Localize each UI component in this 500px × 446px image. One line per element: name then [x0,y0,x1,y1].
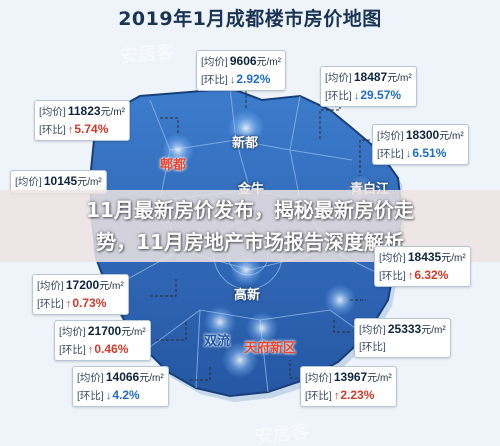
price-card: [均价] 17200元/m² [环比] ↑0.73% [32,274,129,315]
headline-line-2: 势，11月房地产市场报告深度解析 [96,230,404,254]
price-card: [均价] 18435元/m² [环比] ↑6.32% [374,246,471,287]
map-title: 2019年1月成都楼市房价地图 [118,8,382,30]
district-pixian: 郫都 [160,158,187,173]
price-card: [均价] 21700元/m² [环比] ↑0.46% [54,320,151,361]
price-card: [均价] 13967元/m² [环比] ↑2.23% [300,366,397,407]
price-card: [均价] 25333元/m² [环比] [354,318,451,358]
watermark: 安居客 [254,421,311,446]
price-card: [均价] 11823元/m² [环比] ↑5.74% [34,100,131,141]
price-card: [均价] 9606元/m² [环比] ↓2.92% [196,50,286,91]
price-card: [均价] 18487元/m² [环比] ↓29.57% [320,66,417,107]
price-card: [均价] 18300元/m² [环比] ↓6.51% [372,124,469,165]
district-shuangliu: 双流 [204,334,231,349]
price-card: [均价] 14066元/m² [环比] ↓4.2% [72,366,169,407]
headline-line-1: 11月最新房价发布，揭秘最新房价走 [86,198,414,222]
district-xindu: 新都 [232,136,259,151]
headline-text: 11月最新房价发布，揭秘最新房价走 势，11月房地产市场报告深度解析 [0,194,500,258]
district-gaoxin: 高新 [234,288,261,303]
district-tianfu: 天府新区 [244,341,297,356]
